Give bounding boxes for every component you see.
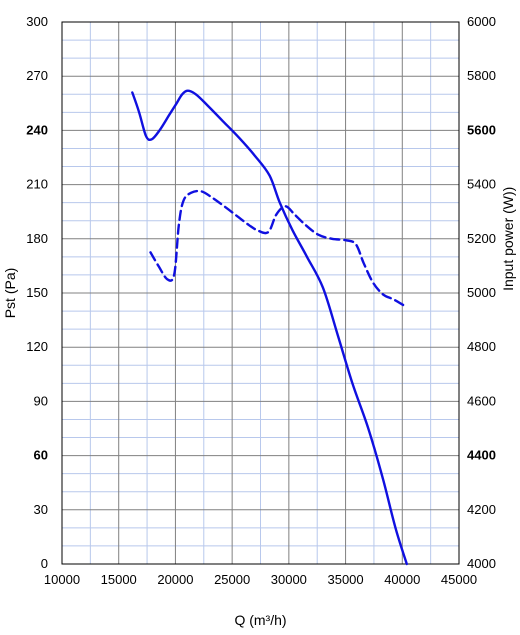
- x-tick-label: 25000: [214, 572, 250, 587]
- y-left-tick-label: 210: [26, 177, 48, 192]
- y-left-tick-label: 60: [34, 448, 48, 463]
- y-left-tick-label: 180: [26, 231, 48, 246]
- y-left-tick-label: 0: [41, 556, 48, 571]
- x-tick-label: 30000: [271, 572, 307, 587]
- x-axis-title: Q (m³/h): [234, 612, 286, 628]
- x-tick-label: 40000: [384, 572, 420, 587]
- plot-frame: [61, 21, 460, 565]
- y-left-tick-label: 30: [34, 502, 48, 517]
- static-pressure-line: [131, 89, 408, 566]
- x-tick-label: 35000: [327, 572, 363, 587]
- y-right-tick-label: 4200: [467, 502, 496, 517]
- y-right-tick-label: 4800: [467, 339, 496, 354]
- y-right-axis-title: Input power (W)): [500, 187, 516, 291]
- y-right-tick-label: 4400: [467, 448, 496, 463]
- x-tick-label: 15000: [101, 572, 137, 587]
- y-right-tick-label: 5200: [467, 231, 496, 246]
- y-right-tick-label: 5400: [467, 177, 496, 192]
- x-tick-labels: 10000 15000 20000 25000 30000 35000 40000 45000: [44, 572, 477, 587]
- grid-minor: [62, 22, 459, 564]
- y-right-tick-label: 4000: [467, 556, 496, 571]
- series-layer: [131, 89, 408, 566]
- y-left-axis-title: Pst (Pa): [2, 268, 18, 319]
- y-right-tick-label: 4600: [467, 393, 496, 408]
- y-left-tick-label: 90: [34, 393, 48, 408]
- y-left-tick-label: 300: [26, 14, 48, 29]
- y-left-tick-label: 150: [26, 285, 48, 300]
- x-tick-label: 20000: [157, 572, 193, 587]
- x-tick-label: 10000: [44, 572, 80, 587]
- input-power-line: [149, 189, 407, 308]
- x-tick-label: 45000: [441, 572, 477, 587]
- y-right-tick-labels: 4000 4200 4400 4600 4800 5000 5200 5400 5600 5800…: [467, 14, 496, 571]
- grid-major: [61, 21, 460, 565]
- y-right-tick-label: 6000: [467, 14, 496, 29]
- y-left-tick-label: 120: [26, 339, 48, 354]
- y-left-tick-labels: 0 30 60 90 120 150 180 210 240 270 300: [26, 14, 48, 571]
- y-left-tick-label: 240: [26, 122, 48, 137]
- y-left-tick-label: 270: [26, 68, 48, 83]
- y-right-tick-label: 5800: [467, 68, 496, 83]
- y-right-tick-label: 5000: [467, 285, 496, 300]
- y-right-tick-label: 5600: [467, 122, 496, 137]
